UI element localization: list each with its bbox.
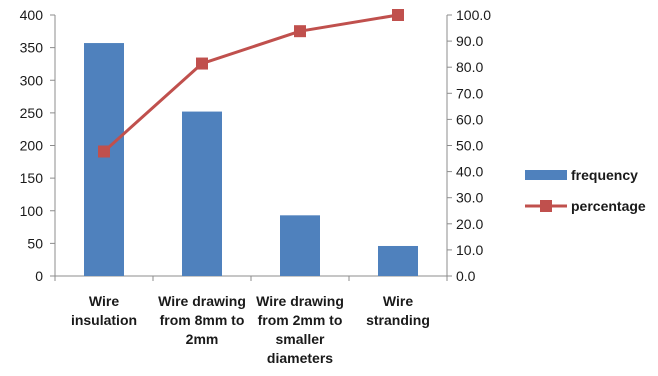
marker-percentage [196,57,208,70]
y-left-tick-label: 300 [20,72,44,88]
legend-label-percentage: percentage [571,198,646,214]
y-right-tick-label: 90.0 [456,33,483,49]
x-category-label: stranding [366,312,430,328]
y-left-tick-label: 150 [20,170,44,186]
y-right-tick-label: 30.0 [456,190,483,206]
x-category-label: smaller [275,331,325,347]
line-percentage [102,13,399,153]
y-right-tick-label: 10.0 [456,242,483,258]
marker-percentage [98,145,110,158]
x-category-label: Wire [89,293,119,309]
y-right-tick-label: 80.0 [456,59,483,75]
marker-percentage [392,9,404,21]
legend-swatch-frequency [525,170,567,180]
legend-marker-percentage [540,200,552,212]
x-category-label: 2mm [186,331,219,347]
y-left-tick-label: 400 [20,7,44,23]
bar-frequency [378,245,418,276]
y-left-tick-label: 350 [20,40,44,56]
y-left-tick-label: 0 [35,268,43,284]
y-left-tick-label: 250 [20,105,44,121]
x-category-label: Wire [383,293,413,309]
y-right-tick-label: 50.0 [456,138,483,154]
x-category-label: Wire drawing [256,293,344,309]
y-right-tick-label: 20.0 [456,216,483,232]
x-category-label: diameters [267,350,333,366]
bar-frequency [280,215,320,276]
x-category-label: Wire drawing [158,293,246,309]
marker-percentage [294,25,306,38]
y-right-tick-label: 0.0 [456,268,476,284]
y-left-tick-label: 200 [20,138,44,154]
bar-frequency [182,111,222,276]
y-left-tick-label: 100 [20,203,44,219]
y-right-tick-label: 100.0 [456,7,491,23]
x-category-label: from 8mm to [160,312,245,328]
legend-label-frequency: frequency [571,167,638,183]
y-right-tick-label: 60.0 [456,111,483,127]
x-category-label: insulation [71,312,137,328]
x-category-label: from 2mm to [258,312,343,328]
y-left-tick-label: 50 [27,235,43,251]
y-right-tick-label: 40.0 [456,164,483,180]
bar-frequency [84,43,124,277]
y-right-tick-label: 70.0 [456,85,483,101]
